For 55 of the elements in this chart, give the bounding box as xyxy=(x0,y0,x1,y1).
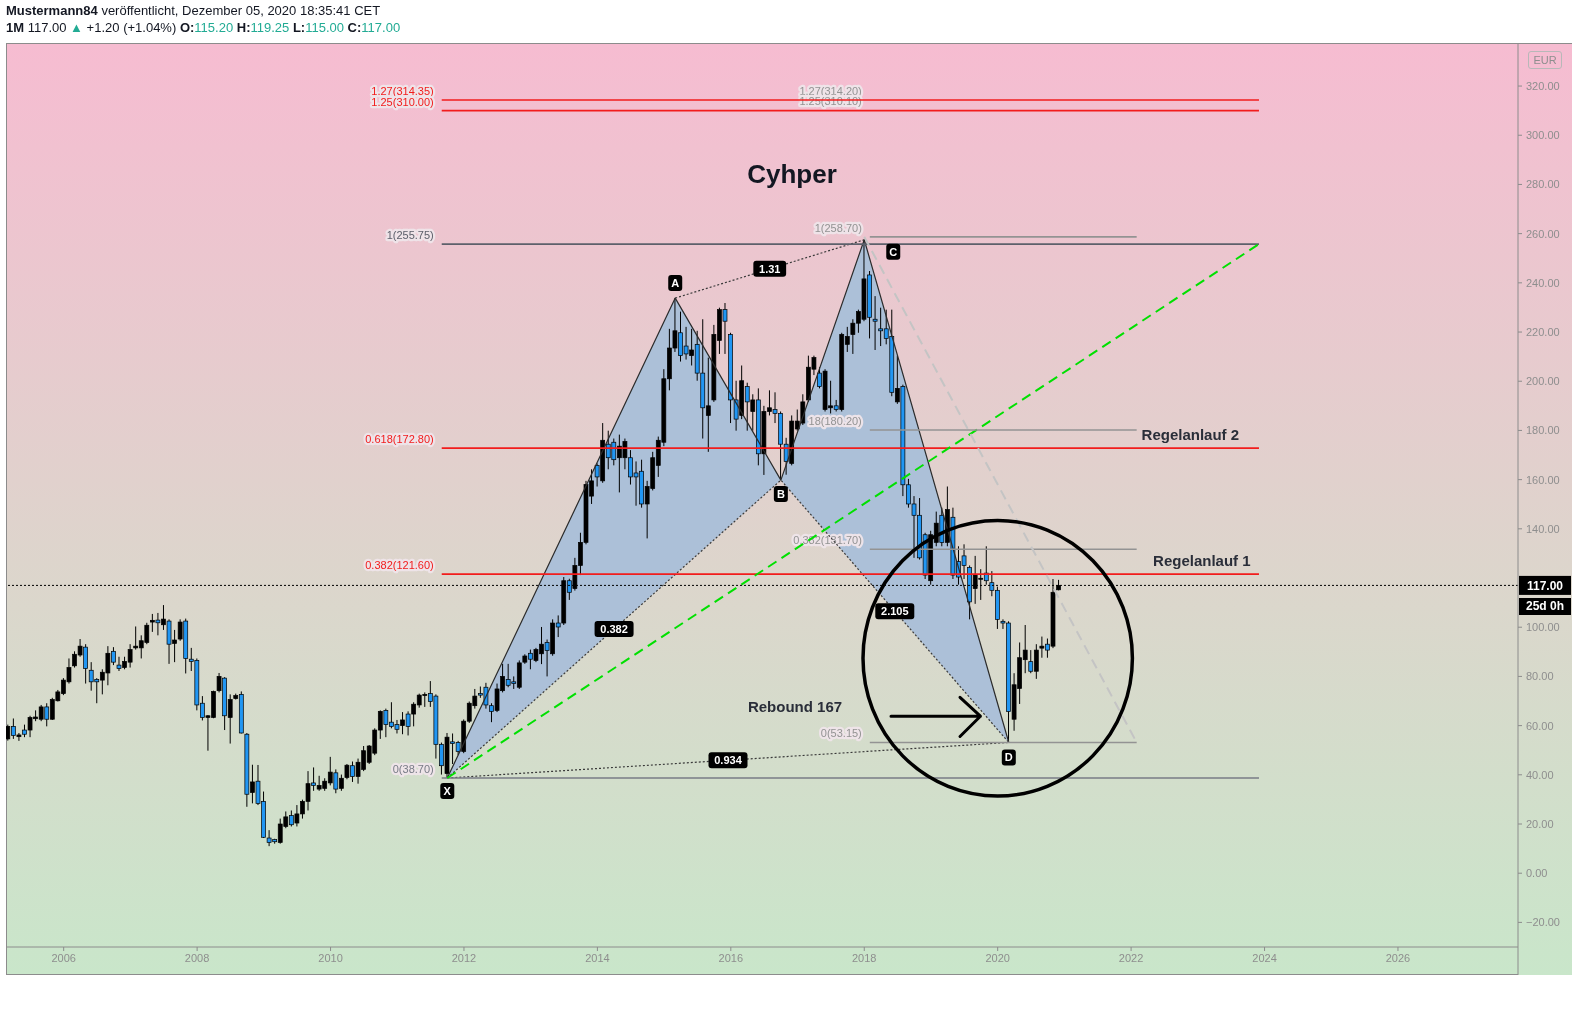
y-tick-label: 200.00 xyxy=(1526,375,1560,388)
annotation: Rebound 167 xyxy=(746,697,844,717)
y-tick-label: 240.00 xyxy=(1526,276,1560,289)
y-tick-label: 40.00 xyxy=(1526,768,1554,781)
annotation: 0.934 xyxy=(714,754,743,767)
y-tick-label: 220.00 xyxy=(1526,325,1560,338)
ref-line-label: 117.00 xyxy=(1526,578,1564,593)
y-tick-label: 100.00 xyxy=(1526,621,1560,634)
series-label: 0(53.15) xyxy=(820,727,862,740)
x-tick-label: 2014 xyxy=(585,951,610,964)
series-label: 1(258.70) xyxy=(814,221,862,234)
annotation: 1.27(314.20) xyxy=(799,85,862,98)
y-tick-label: 140.00 xyxy=(1526,522,1560,535)
series-label: 18(180.20) xyxy=(808,414,862,427)
y-tick-label: 300.00 xyxy=(1526,129,1560,142)
x-tick-label: 2024 xyxy=(1252,951,1277,964)
annotation: B xyxy=(776,488,785,501)
annotation: Regelanlauf 1 xyxy=(1153,552,1251,570)
x-tick-label: 2020 xyxy=(985,951,1010,964)
annotation: C xyxy=(889,245,898,258)
annotation: 2.105 xyxy=(881,605,909,618)
text: 25d 0h xyxy=(1519,598,1571,615)
y-tick-label: 320.00 xyxy=(1526,79,1560,92)
x-tick-label: 2008 xyxy=(184,951,210,964)
annotation: Regelanlauf 2 xyxy=(1141,426,1240,444)
y-tick-label: 20.00 xyxy=(1526,817,1554,830)
x-tick-label: 2022 xyxy=(1118,951,1144,964)
y-tick-label: 60.00 xyxy=(1526,719,1554,732)
text: Mustermann84 veröffentlicht, Dezember 05, 2020 18:35:41 CET xyxy=(6,3,381,18)
text: 1M 117.00 ▲ +1.20 (+1.04%) O:115.20 H:119.25 L:115.00 C:117.00 xyxy=(6,20,401,35)
annotation: 0.382 xyxy=(600,622,628,635)
x-tick-label: 2006 xyxy=(51,951,76,964)
annotation: X xyxy=(443,784,452,797)
y-tick-label: −20.00 xyxy=(1526,916,1560,929)
y-axis-title: EUR xyxy=(1528,51,1562,69)
y-tick-label: 280.00 xyxy=(1526,178,1560,191)
y-tick-label: 160.00 xyxy=(1526,473,1560,486)
series-label: 0(38.70) xyxy=(392,763,434,776)
y-tick-label: 80.00 xyxy=(1526,670,1554,683)
x-tick-label: 2012 xyxy=(451,951,477,964)
annotation: 1.31 xyxy=(759,262,781,275)
series-label: 1.27(314.35) xyxy=(371,84,434,97)
annotation: D xyxy=(1004,751,1013,764)
y-tick-label: 180.00 xyxy=(1526,424,1560,437)
annotation: A xyxy=(671,277,680,290)
series-label: 1(255.75) xyxy=(386,229,434,242)
text: Cyhper xyxy=(746,158,838,190)
series-label: 0.618(172.80) xyxy=(365,433,434,446)
series-label: 0.382(121.60) xyxy=(365,559,434,572)
x-tick-label: 2026 xyxy=(1385,951,1411,964)
y-tick-label: 260.00 xyxy=(1526,227,1560,240)
x-tick-label: 2018 xyxy=(852,951,877,964)
x-tick-label: 2016 xyxy=(718,951,744,964)
y-tick-label: 0.00 xyxy=(1526,867,1548,880)
x-tick-label: 2010 xyxy=(318,951,343,964)
